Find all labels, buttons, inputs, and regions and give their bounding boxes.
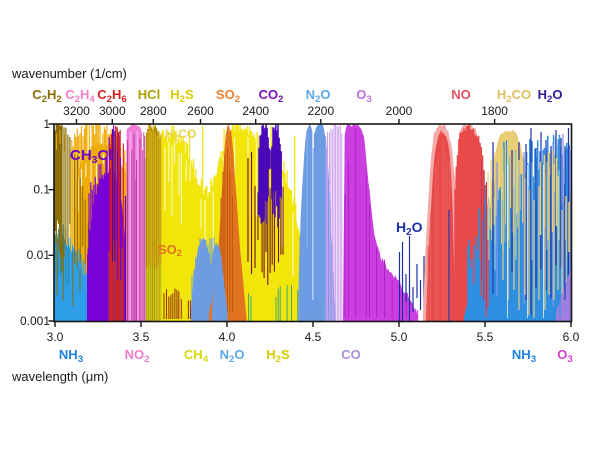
svg-text:SO2: SO2 [216, 87, 240, 105]
svg-text:CH3Cl: CH3Cl [70, 147, 113, 166]
svg-text:C2H6: C2H6 [97, 87, 127, 105]
svg-text:5.0: 5.0 [391, 330, 408, 344]
svg-text:2600: 2600 [187, 104, 214, 118]
svg-text:4.5: 4.5 [305, 330, 322, 344]
svg-text:C2H2: C2H2 [32, 87, 62, 105]
svg-text:SO2: SO2 [158, 242, 182, 258]
svg-text:2400: 2400 [242, 104, 269, 118]
svg-text:NH3: NH3 [512, 347, 536, 365]
svg-text:H2CO: H2CO [165, 127, 196, 142]
svg-text:3.5: 3.5 [133, 330, 150, 344]
svg-text:wavelength (μm): wavelength (μm) [11, 369, 108, 384]
svg-text:H2S: H2S [170, 87, 194, 105]
svg-text:NO: NO [451, 87, 471, 102]
svg-text:2000: 2000 [386, 104, 413, 118]
svg-text:H2O: H2O [538, 87, 563, 105]
svg-text:1800: 1800 [481, 104, 508, 118]
svg-text:6.0: 6.0 [563, 330, 580, 344]
svg-text:0.1: 0.1 [33, 183, 50, 197]
svg-text:2200: 2200 [307, 104, 334, 118]
svg-text:3000: 3000 [99, 104, 126, 118]
svg-text:3200: 3200 [63, 104, 90, 118]
svg-text:3.0: 3.0 [47, 330, 64, 344]
svg-text:1: 1 [43, 117, 50, 131]
svg-text:wavenumber (1/cm): wavenumber (1/cm) [11, 66, 127, 81]
svg-text:NO2: NO2 [125, 347, 150, 365]
svg-text:CH4: CH4 [184, 347, 209, 365]
svg-text:N2O: N2O [220, 347, 245, 365]
svg-text:H2S: H2S [266, 347, 290, 365]
svg-text:H2O: H2O [396, 219, 423, 238]
svg-text:CO: CO [341, 347, 361, 362]
svg-text:H2CO: H2CO [497, 87, 531, 105]
svg-text:NH3: NH3 [59, 347, 83, 365]
svg-text:0.01: 0.01 [27, 248, 51, 262]
svg-text:4.0: 4.0 [219, 330, 236, 344]
svg-text:2800: 2800 [140, 104, 167, 118]
svg-text:5.5: 5.5 [477, 330, 494, 344]
svg-text:C2H4: C2H4 [65, 87, 95, 105]
svg-text:HCl: HCl [138, 87, 160, 102]
svg-text:0.001: 0.001 [20, 314, 50, 328]
svg-text:CO2: CO2 [259, 87, 284, 105]
svg-text:N2O: N2O [306, 87, 331, 105]
